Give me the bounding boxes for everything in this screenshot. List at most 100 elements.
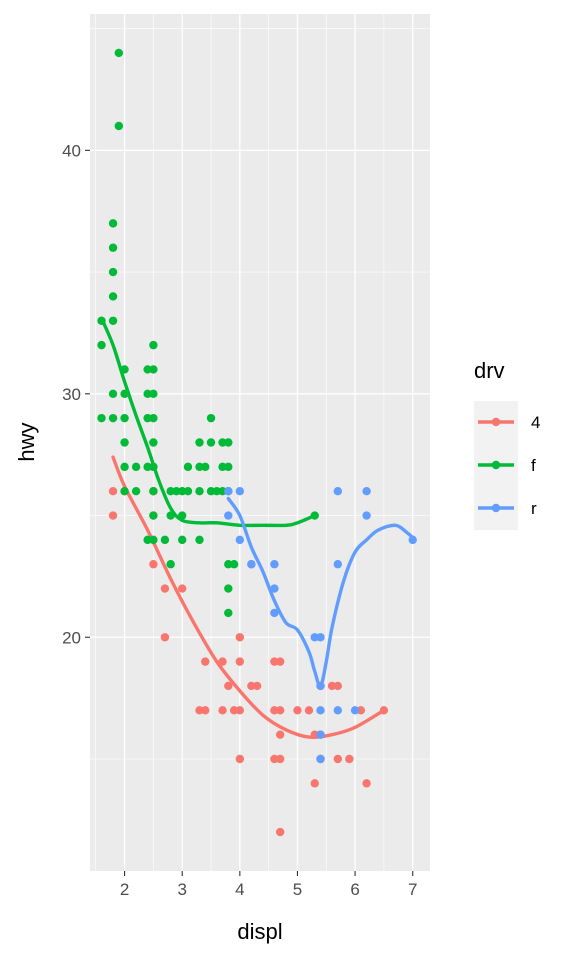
data-point-r <box>316 706 325 715</box>
data-point-4 <box>362 779 371 788</box>
data-point-r <box>235 486 245 496</box>
data-point-f <box>224 462 233 472</box>
data-point-f <box>218 486 227 496</box>
data-point-4 <box>356 706 366 715</box>
data-point-4 <box>275 706 285 715</box>
data-point-r <box>333 486 342 496</box>
data-point-f <box>206 438 216 447</box>
data-point-f <box>195 462 204 472</box>
data-point-f <box>120 413 129 423</box>
data-point-f <box>143 535 152 545</box>
data-point-f <box>97 316 106 325</box>
data-point-f <box>218 438 227 447</box>
data-point-r <box>350 706 360 715</box>
legend-label-f: f <box>531 456 536 475</box>
data-point-4 <box>235 754 245 764</box>
data-point-f <box>97 413 106 423</box>
data-point-4 <box>379 706 389 715</box>
data-point-4 <box>108 511 118 520</box>
data-point-f <box>149 535 158 545</box>
data-point-4 <box>195 706 204 715</box>
data-point-4 <box>235 706 245 715</box>
data-point-f <box>108 413 118 423</box>
data-point-4 <box>247 681 256 691</box>
data-point-r <box>333 706 342 715</box>
data-point-f <box>224 584 233 593</box>
x-tick-label: 3 <box>177 880 186 899</box>
data-point-f <box>212 486 221 496</box>
data-point-f <box>206 413 216 423</box>
data-point-f <box>160 535 170 545</box>
data-point-f <box>166 560 175 569</box>
data-point-r <box>408 535 417 545</box>
data-point-f <box>166 486 175 496</box>
data-point-f <box>149 365 158 374</box>
data-point-4 <box>304 706 314 715</box>
data-point-4 <box>160 633 170 642</box>
data-point-f <box>114 48 124 58</box>
data-point-f <box>224 608 233 618</box>
data-point-f <box>114 121 124 131</box>
y-tick-label: 40 <box>62 141 81 160</box>
data-point-r <box>270 560 279 569</box>
data-point-f <box>143 462 152 472</box>
y-axis-title: hwy <box>14 422 39 461</box>
data-point-f <box>143 365 152 374</box>
data-point-r <box>310 633 319 642</box>
data-point-f <box>149 486 158 496</box>
x-tick-label: 5 <box>293 880 302 899</box>
data-point-r <box>316 633 325 642</box>
data-point-f <box>201 462 210 472</box>
data-point-r <box>270 584 279 593</box>
data-point-f <box>218 462 227 472</box>
legend-keys: 4 f r <box>474 401 540 530</box>
data-point-f <box>120 365 129 374</box>
legend-key-point-r <box>491 503 501 513</box>
legend-key-point-f <box>491 460 501 470</box>
data-point-r <box>316 730 325 739</box>
legend-title: drv <box>474 358 505 383</box>
data-point-f <box>120 389 129 399</box>
data-point-f <box>108 316 118 325</box>
data-point-f <box>149 340 158 350</box>
x-tick-label: 2 <box>120 880 129 899</box>
data-point-f <box>149 511 158 520</box>
data-point-r <box>316 681 325 691</box>
data-point-f <box>178 511 187 520</box>
data-point-4 <box>270 706 279 715</box>
data-point-4 <box>201 706 210 715</box>
data-point-4 <box>108 486 118 496</box>
data-point-f <box>206 486 216 496</box>
legend: drv 4 f r <box>474 358 540 530</box>
data-point-4 <box>275 657 285 666</box>
data-point-4 <box>218 657 227 666</box>
data-point-4 <box>229 706 239 715</box>
data-point-4 <box>252 681 262 691</box>
data-point-4 <box>310 730 319 739</box>
data-point-4 <box>201 657 210 666</box>
x-tick-label: 4 <box>235 880 244 899</box>
smooth-line-4 <box>111 455 386 739</box>
legend-label-4: 4 <box>531 413 540 432</box>
data-point-r <box>316 754 325 764</box>
data-point-f <box>229 560 239 569</box>
data-point-f <box>108 243 118 252</box>
data-point-f <box>143 389 152 399</box>
data-point-f <box>108 389 118 399</box>
data-point-r <box>362 511 371 520</box>
data-point-4 <box>345 754 354 764</box>
data-point-r <box>247 560 256 569</box>
data-point-f <box>183 462 193 472</box>
data-point-f <box>143 413 152 423</box>
data-points <box>97 48 417 837</box>
data-point-4 <box>270 657 279 666</box>
data-point-f <box>131 486 141 496</box>
data-point-f <box>224 560 233 569</box>
data-point-f <box>310 511 319 520</box>
y-tick-label: 20 <box>62 628 81 647</box>
data-point-4 <box>333 754 342 764</box>
data-point-4 <box>235 657 245 666</box>
data-point-r <box>224 511 233 520</box>
x-axis-title: displ <box>237 919 282 944</box>
